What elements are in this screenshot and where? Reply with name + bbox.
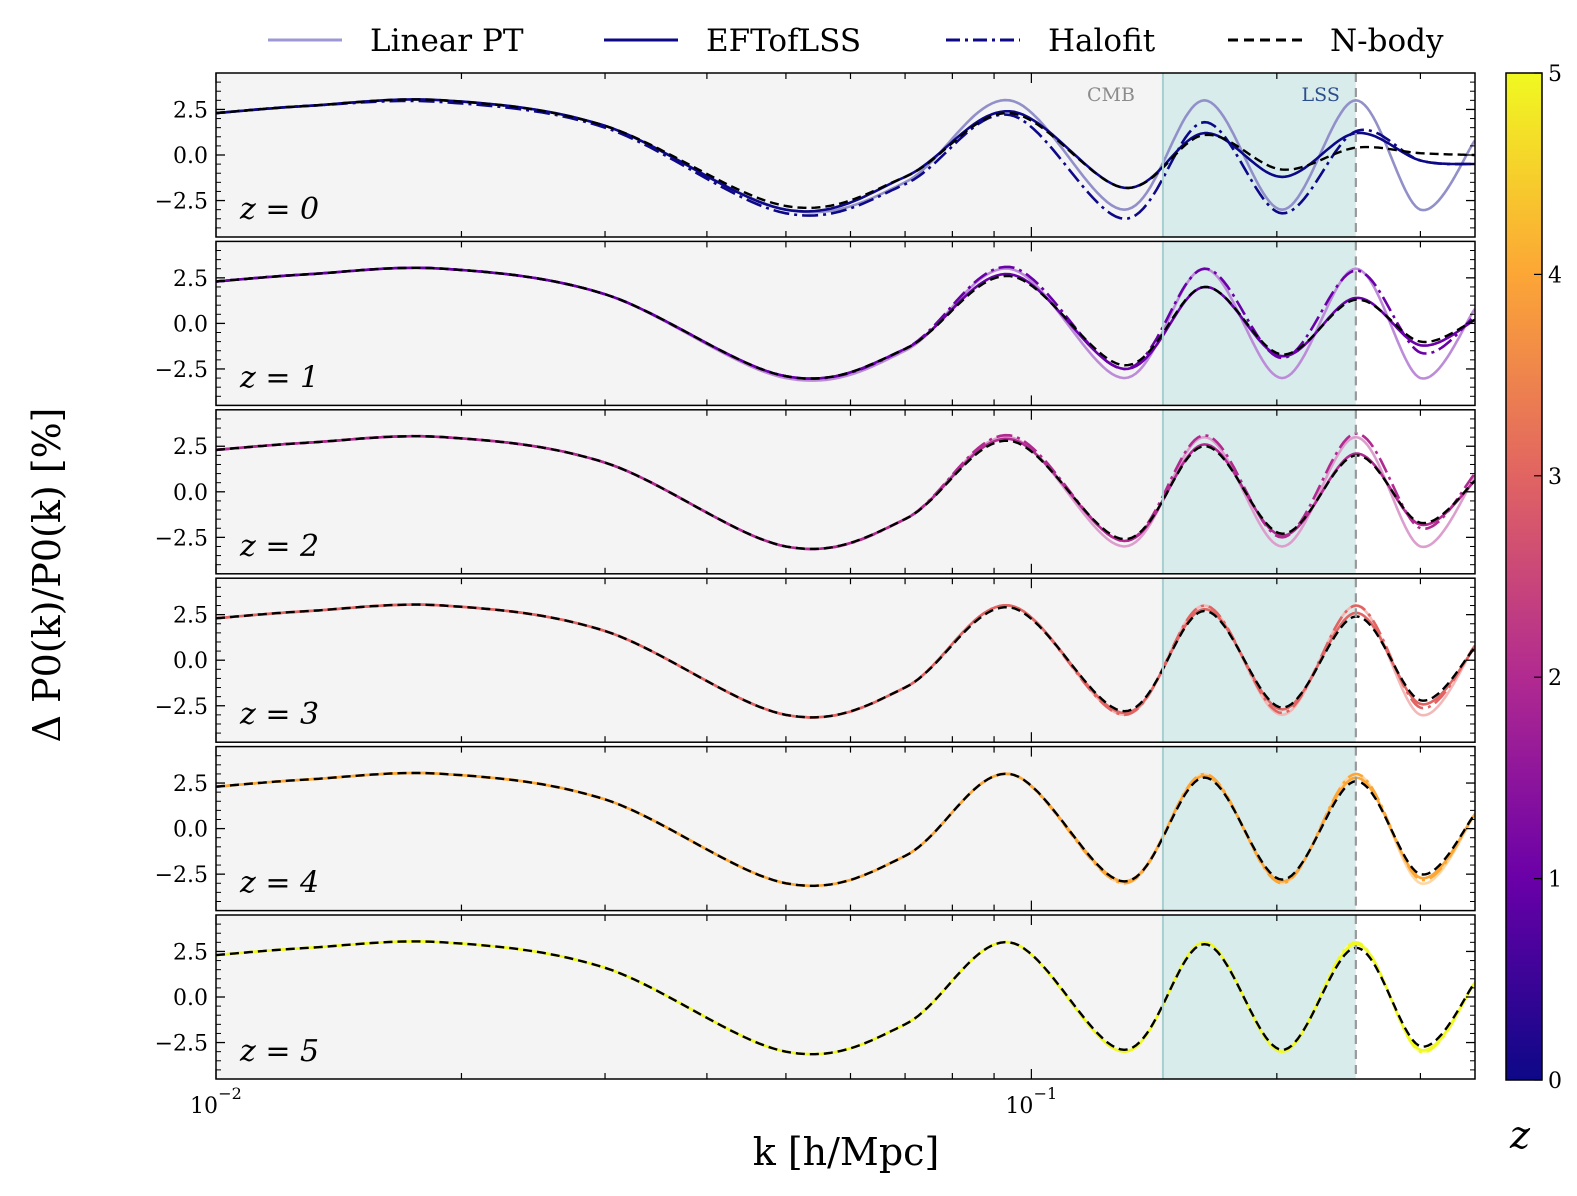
region-cmb — [216, 915, 1163, 1079]
panel-label: z = 5 — [239, 1034, 319, 1069]
region-lss — [1162, 746, 1356, 911]
legend: Linear PT EFTofLSS Halofit N-body — [268, 23, 1444, 59]
colorbar-tick-label: 5 — [1548, 62, 1562, 87]
region-cmb — [216, 241, 1163, 406]
legend-label: N-body — [1330, 23, 1444, 59]
colorbar-tick-label: 3 — [1548, 465, 1562, 490]
y-tick-label: 2.5 — [173, 772, 208, 797]
series-nbody-z1 — [216, 266, 1475, 380]
colorbar: 0 1 2 3 4 5 — [1505, 62, 1562, 1094]
panels: 2.5 0.0 −2.5 z = 0 CMB LSS 2.5 0.0 −2.5 z = 1 2.5 0… — [155, 72, 1476, 1080]
x-tick-label-exponent: −2 — [218, 1084, 242, 1103]
series-halofit-z5 — [216, 940, 1475, 1056]
x-axis-label: k [h/Mpc] — [753, 1130, 940, 1174]
y-tick-label: −2.5 — [155, 190, 208, 215]
x-tick-label-exponent: −1 — [1034, 1084, 1058, 1103]
legend-entry: N-body — [1228, 23, 1444, 59]
y-tick-label: 0.0 — [173, 649, 208, 674]
colorbar-tick-label: 0 — [1548, 1069, 1562, 1094]
panel-label: z = 1 — [239, 360, 319, 395]
region-cmb — [216, 409, 1163, 574]
x-axis: 10−210−1 — [190, 1084, 1057, 1119]
y-tick-label: 2.5 — [173, 98, 208, 123]
region-high-k — [1355, 409, 1475, 574]
y-tick-label: 2.5 — [173, 267, 208, 292]
series-halofit-z1 — [216, 265, 1475, 380]
x-tick-label: 10 — [1005, 1094, 1033, 1119]
region-lss — [1162, 241, 1356, 406]
series-halofit-z0 — [216, 99, 1475, 221]
panel-z5: 2.5 0.0 −2.5 z = 5 — [155, 914, 1476, 1080]
series-halofit-z4 — [216, 771, 1475, 888]
region-lss — [1162, 915, 1356, 1079]
x-tick-label: 10 — [190, 1094, 218, 1119]
region-cmb — [216, 746, 1163, 911]
panel-label: z = 3 — [239, 697, 319, 732]
y-tick-label: −2.5 — [155, 1032, 208, 1057]
panel-z0: 2.5 0.0 −2.5 z = 0 CMB LSS — [155, 72, 1476, 238]
legend-entry: EFTofLSS — [604, 23, 861, 59]
panel-z4: 2.5 0.0 −2.5 z = 4 — [155, 745, 1476, 912]
colorbar-tick-label: 4 — [1548, 263, 1562, 288]
y-axis-label: Δ P0(k)/P0(k) [%] — [25, 407, 69, 742]
panel-z1: 2.5 0.0 −2.5 z = 1 — [155, 240, 1476, 407]
y-tick-label: 0.0 — [173, 481, 208, 506]
region-lss — [1162, 578, 1356, 743]
legend-entry: Linear PT — [268, 23, 524, 59]
region-label-cmb: CMB — [1087, 84, 1135, 106]
curves — [216, 265, 1475, 382]
series-nbody-z0 — [216, 98, 1475, 210]
panel-label: z = 4 — [239, 866, 319, 901]
region-high-k — [1355, 73, 1475, 237]
region-lss — [1162, 409, 1356, 574]
legend-label: Linear PT — [370, 23, 524, 59]
legend-entry: Halofit — [946, 23, 1156, 59]
y-tick-label: 0.0 — [173, 144, 208, 169]
region-high-k — [1355, 746, 1475, 911]
panel-z3: 2.5 0.0 −2.5 z = 3 — [155, 577, 1476, 743]
y-tick-label: 2.5 — [173, 940, 208, 965]
colorbar-gradient — [1505, 72, 1543, 1081]
colorbar-tick-label: 1 — [1548, 868, 1562, 893]
panel-label: z = 2 — [239, 529, 319, 564]
panel-z2: 2.5 0.0 −2.5 z = 2 — [155, 409, 1476, 575]
legend-label: Halofit — [1048, 23, 1156, 59]
region-cmb — [216, 578, 1163, 743]
y-tick-label: 0.0 — [173, 312, 208, 337]
y-tick-label: −2.5 — [155, 863, 208, 888]
region-label-lss: LSS — [1302, 84, 1340, 106]
region-high-k — [1355, 241, 1475, 406]
panel-label: z = 0 — [239, 192, 319, 227]
y-tick-label: −2.5 — [155, 526, 208, 551]
region-high-k — [1355, 915, 1475, 1079]
y-tick-label: 0.0 — [173, 986, 208, 1011]
region-cmb — [216, 73, 1163, 237]
y-tick-label: 2.5 — [173, 604, 208, 629]
y-tick-label: 2.5 — [173, 435, 208, 460]
colorbar-label: z — [1509, 1113, 1531, 1157]
colorbar-tick-label: 2 — [1548, 666, 1562, 691]
y-tick-label: −2.5 — [155, 358, 208, 383]
y-tick-label: −2.5 — [155, 695, 208, 720]
series-halofit-z3 — [216, 603, 1475, 719]
region-lss — [1162, 73, 1356, 237]
region-high-k — [1355, 578, 1475, 743]
legend-label: EFTofLSS — [706, 23, 861, 59]
y-tick-label: 0.0 — [173, 818, 208, 843]
